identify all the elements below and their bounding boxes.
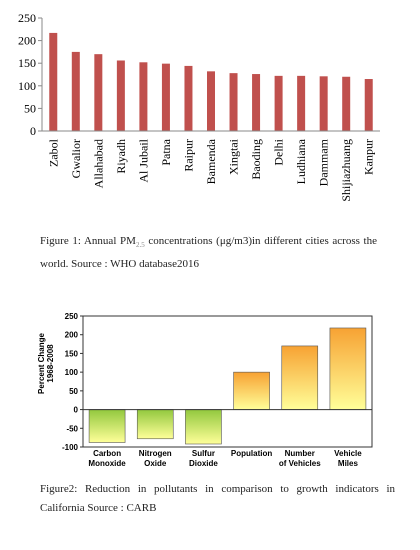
x-tick-label-line: of Vehicles bbox=[279, 459, 321, 468]
caption-text: concentrations (μg/m3)in different citie… bbox=[40, 235, 377, 271]
x-tick-label: Baoding bbox=[249, 139, 263, 180]
x-tick-label-line: Sulfur bbox=[192, 449, 215, 458]
y-tick-label: 50 bbox=[69, 387, 78, 396]
bar bbox=[329, 327, 367, 410]
x-tick-label: Bamenda bbox=[204, 138, 218, 184]
x-tick-label: Riyadh bbox=[114, 139, 128, 174]
y-tick-label: 250 bbox=[18, 11, 36, 25]
caption-subscript: 2.5 bbox=[135, 241, 145, 250]
x-tick-label-line: Miles bbox=[338, 459, 359, 468]
bar bbox=[184, 65, 193, 131]
y-tick-label: 200 bbox=[18, 34, 36, 48]
bar bbox=[252, 74, 261, 131]
x-tick-label: Carbon Monoxide bbox=[88, 449, 126, 468]
y-tick-label: 50 bbox=[24, 101, 36, 115]
bar bbox=[94, 54, 103, 131]
x-tick-label: Xingtai bbox=[227, 138, 241, 175]
bar bbox=[71, 51, 80, 131]
y-axis-label-line: Percent Change bbox=[37, 332, 46, 393]
y-tick-label: 150 bbox=[18, 56, 36, 70]
bar bbox=[49, 32, 58, 131]
x-tick-label-line: Population bbox=[231, 449, 272, 458]
x-tick-label-line: Oxide bbox=[144, 459, 167, 468]
x-tick-label: Raipur bbox=[181, 139, 195, 172]
x-tick-label: Gwalior bbox=[69, 139, 83, 178]
x-tick-label: Kanpur bbox=[362, 139, 376, 175]
y-axis-label-line: 1968-2008 bbox=[46, 344, 55, 383]
x-tick-label-line: Monoxide bbox=[88, 459, 126, 468]
bar bbox=[297, 75, 306, 131]
x-tick-label-line: Nitrogen bbox=[139, 449, 172, 458]
figure-caption: Figure2: Reduction in pollutants in comp… bbox=[40, 480, 395, 518]
y-tick-label: 150 bbox=[65, 349, 79, 358]
x-tick-label: Dammam bbox=[317, 138, 331, 186]
bar bbox=[116, 60, 125, 131]
bar bbox=[229, 73, 238, 131]
x-tick-label: Number of Vehicles bbox=[279, 449, 321, 468]
figure-caption: Figure 1: Annual PM2.5 concentrations (μ… bbox=[40, 232, 377, 274]
x-tick-label-line: Vehicle bbox=[334, 449, 362, 458]
y-tick-label: 200 bbox=[65, 331, 79, 340]
x-tick-label: Allahabad bbox=[91, 139, 105, 188]
bar bbox=[139, 62, 148, 131]
y-tick-label: 250 bbox=[65, 312, 79, 321]
x-tick-label-line: Dioxide bbox=[189, 459, 218, 468]
plot-frame bbox=[82, 315, 373, 448]
x-tick-label: Shijiazhuang bbox=[339, 139, 353, 202]
bar bbox=[185, 409, 222, 445]
y-axis-label: Percent Change1968-2008 bbox=[37, 332, 55, 393]
x-tick-label: Delhi bbox=[272, 138, 286, 165]
caption-text: Figure2: Reduction in pollutants in comp… bbox=[40, 483, 395, 514]
x-tick-label: Patna bbox=[159, 138, 173, 165]
x-tick-label: Al Jubail bbox=[136, 138, 150, 182]
x-tick-label-line: Carbon bbox=[93, 449, 121, 458]
y-tick-label: 100 bbox=[18, 79, 36, 93]
bar bbox=[207, 71, 215, 131]
y-tick-label: -50 bbox=[66, 424, 78, 433]
bar bbox=[281, 345, 319, 410]
bar bbox=[161, 63, 170, 131]
bar bbox=[342, 76, 351, 131]
x-tick-label: Nitrogen Oxide bbox=[139, 449, 172, 468]
x-tick-label: Vehicle Miles bbox=[334, 449, 362, 468]
bar bbox=[136, 409, 174, 440]
y-tick-label: 0 bbox=[30, 124, 36, 138]
x-tick-label: Sulfur Dioxide bbox=[189, 449, 218, 468]
y-tick-label: 0 bbox=[74, 406, 79, 415]
x-tick-label-line: Number bbox=[285, 449, 315, 458]
x-tick-label: Zabol bbox=[46, 138, 60, 167]
y-tick-label: -100 bbox=[62, 443, 79, 452]
bar bbox=[274, 75, 283, 131]
x-tick-label: Ludhiana bbox=[294, 138, 308, 184]
bar bbox=[364, 79, 373, 131]
bar bbox=[88, 409, 126, 443]
bar bbox=[319, 76, 328, 131]
x-tick-label: Population bbox=[231, 449, 272, 458]
y-tick-label: 100 bbox=[65, 368, 79, 377]
caption-text: Figure 1: Annual PM bbox=[40, 235, 136, 247]
bar bbox=[233, 371, 270, 410]
